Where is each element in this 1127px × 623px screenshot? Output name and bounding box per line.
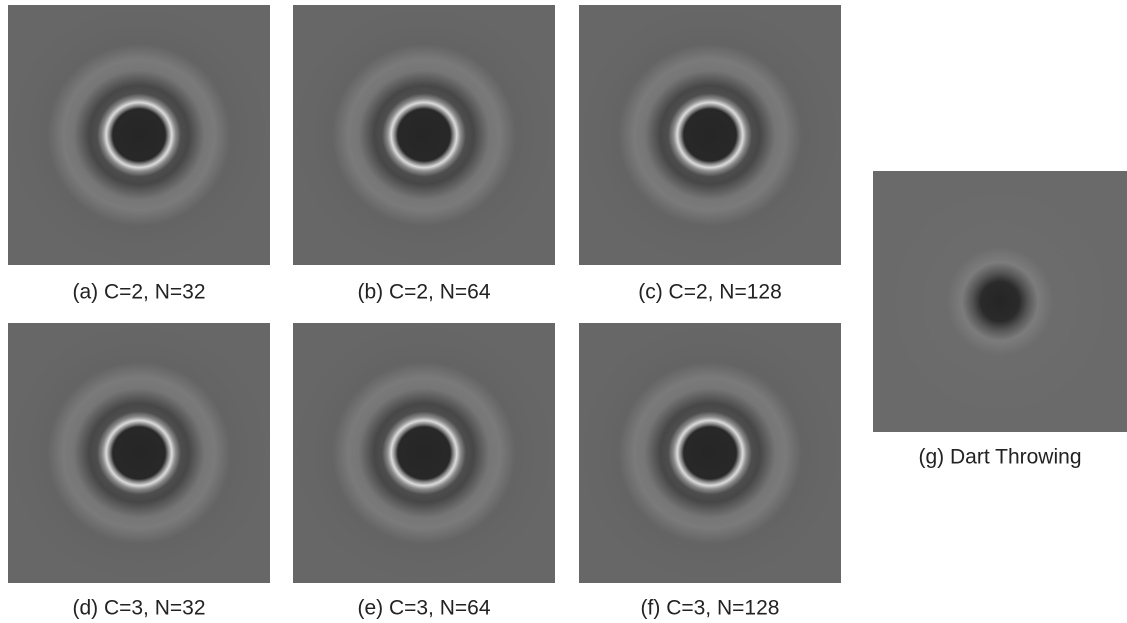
spectrum-image bbox=[8, 323, 270, 583]
caption: (c) C=2, N=128 bbox=[638, 281, 782, 304]
page: (a) C=2, N=32 (b) C=2, N=64 (c) C=2, N=1… bbox=[0, 0, 1127, 623]
spectrum-image bbox=[293, 323, 555, 583]
spectrum-image bbox=[873, 171, 1127, 432]
figure: (a) C=2, N=32 (b) C=2, N=64 (c) C=2, N=1… bbox=[0, 0, 1127, 623]
caption: (a) C=2, N=32 bbox=[72, 281, 205, 304]
caption: (d) C=3, N=32 bbox=[72, 597, 205, 620]
caption: (f) C=3, N=128 bbox=[641, 597, 780, 620]
caption: (g) Dart Throwing bbox=[919, 446, 1082, 469]
spectrum-image bbox=[293, 5, 555, 265]
spectrum-image bbox=[8, 5, 270, 265]
spectrum-image bbox=[579, 323, 841, 583]
spectrum-image bbox=[579, 5, 841, 265]
caption: (e) C=3, N=64 bbox=[357, 597, 490, 620]
caption: (b) C=2, N=64 bbox=[357, 281, 490, 304]
